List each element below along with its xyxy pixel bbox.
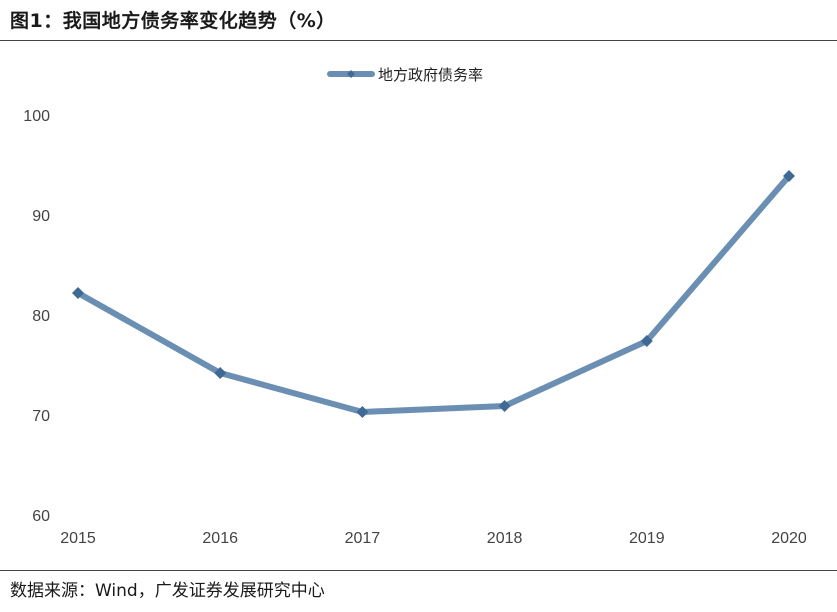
data-point-2015: [72, 287, 84, 299]
line-chart: 60 70 80 90 100 2015 2016 2017 2018 2019 2020 地方政府债…: [23, 66, 807, 547]
x-tick-label-2020: 2020: [771, 530, 807, 547]
data-point-2019: [640, 335, 653, 347]
bottom-rule: [0, 570, 837, 571]
x-tick-label-2019: 2019: [629, 530, 665, 547]
x-tick-label-2015: 2015: [60, 530, 96, 547]
legend-label: 地方政府债务率: [378, 66, 483, 84]
y-tick-label-70: 70: [32, 408, 50, 425]
y-tick-label-90: 90: [32, 208, 50, 225]
x-tick-label-2016: 2016: [202, 530, 238, 547]
y-tick-label-100: 100: [23, 108, 50, 125]
data-point-2020: [783, 170, 795, 182]
legend-swatch-marker: [347, 70, 355, 78]
data-point-2016: [214, 367, 227, 379]
series-line-地方政府债务率: [75, 173, 792, 415]
x-tick-label-2017: 2017: [345, 530, 381, 547]
figure-title: 图1：我国地方债务率变化趋势（%）: [10, 10, 336, 32]
y-tick-label-80: 80: [32, 308, 50, 325]
data-point-2017: [356, 406, 369, 418]
data-source: 数据来源：Wind，广发证券发展研究中心: [10, 581, 325, 601]
data-point-2018: [498, 400, 511, 412]
top-rule: [0, 40, 837, 41]
x-tick-label-2018: 2018: [487, 530, 523, 547]
y-tick-label-60: 60: [32, 508, 50, 525]
